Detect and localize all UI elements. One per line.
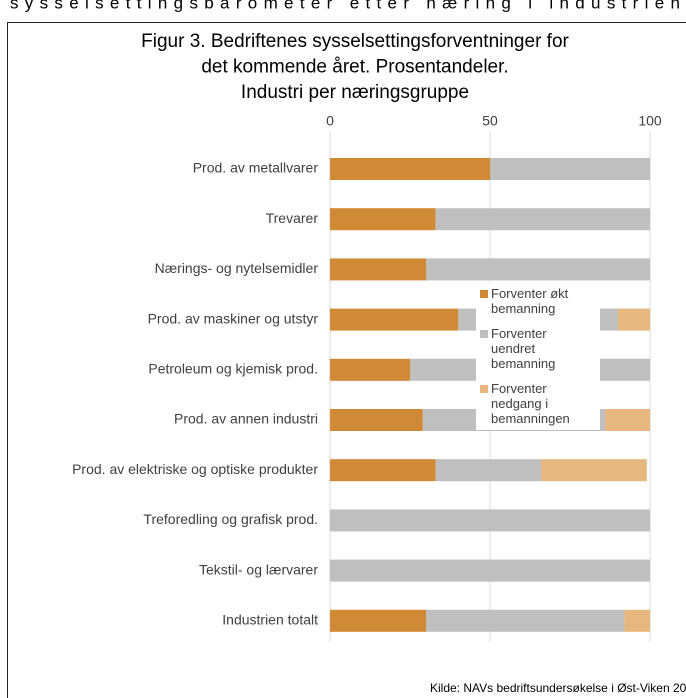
x-tick-label: 100 [638, 113, 662, 129]
x-tick-label: 50 [482, 113, 498, 129]
legend-item: Forventer uendret bemanning [480, 326, 596, 371]
bar-segment [330, 258, 426, 281]
chart-title: Industri per næringsgruppe [241, 82, 469, 103]
legend-item: Forventer nedgang i bemanningen [480, 381, 596, 426]
bar-segment [435, 459, 542, 482]
y-tick-label: Prod. av elektriske og optiske produkter [72, 461, 318, 477]
bar-segment [330, 208, 436, 231]
bar-segment [330, 559, 650, 582]
bar-segment [618, 308, 650, 331]
y-tick-label: Trevarer [266, 210, 319, 226]
bar-segment [426, 258, 650, 281]
y-tick-label: Petroleum og kjemisk prod. [148, 361, 318, 377]
chart-title: Figur 3. Bedriftenes sysselsettingsforve… [141, 31, 569, 52]
bar-segment [330, 509, 650, 532]
y-tick-label: Nærings- og nytelsemidler [155, 260, 319, 276]
y-tick-label: Prod. av maskiner og utstyr [148, 310, 319, 326]
bar-segment [330, 158, 490, 180]
bar-segment [330, 409, 423, 431]
bar-segment [541, 459, 647, 482]
x-tick-label: 0 [326, 113, 334, 129]
bar-segment [490, 158, 650, 180]
bar-segment [605, 409, 650, 431]
header-text: sysselsettingsbarometer etter næring i i… [10, 0, 680, 12]
legend-swatch [480, 290, 488, 298]
bar-segment [330, 609, 426, 632]
legend: Forventer økt bemanning Forventer uendret… [476, 283, 600, 430]
legend-label: Forventer økt bemanning [491, 286, 569, 316]
legend-label: Forventer nedgang i bemanningen [491, 381, 570, 426]
chart-title: det kommende året. Prosentandeler. [201, 57, 508, 78]
y-tick-label: Prod. av annen industri [174, 411, 318, 427]
y-tick-label: Tekstil- og lærvarer [199, 561, 318, 577]
bar-segment [330, 459, 436, 482]
bar-segment [426, 609, 625, 632]
legend-label: Forventer uendret bemanning [491, 326, 556, 371]
frame [7, 22, 686, 698]
y-tick-label: Prod. av metallvarer [193, 160, 319, 176]
legend-swatch [480, 385, 488, 393]
bar-segment [330, 308, 458, 331]
legend-swatch [480, 330, 488, 338]
y-tick-label: Industrien totalt [222, 612, 318, 628]
y-tick-label: Treforedling og grafisk prod. [143, 511, 318, 527]
legend-item: Forventer økt bemanning [480, 286, 596, 316]
bar-segment [330, 358, 410, 381]
source: Kilde: NAVs bedriftsundersøkelse i Øst-V… [430, 681, 686, 695]
bar-segment [435, 208, 650, 231]
bar-segment [624, 609, 650, 632]
